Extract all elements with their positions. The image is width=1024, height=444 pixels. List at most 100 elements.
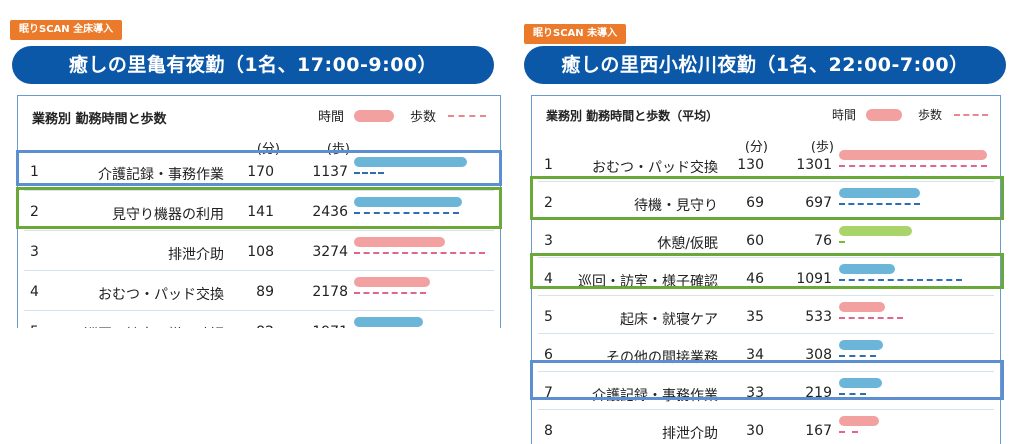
time-bar <box>839 378 882 388</box>
steps-line <box>839 317 903 319</box>
steps-line <box>839 431 858 433</box>
left-table-row-3: 3 排泄介助 108 3274 <box>18 231 500 271</box>
right-legend-time-swatch <box>866 108 903 121</box>
time-bar <box>354 237 445 247</box>
task-label: 排泄介助 <box>662 426 718 442</box>
right-table-row-3: 3 休憩/仮眠 60 76 <box>532 220 1000 260</box>
row-divider <box>24 230 494 231</box>
steps-line <box>354 292 426 294</box>
steps-value: 533 <box>805 309 832 325</box>
left-table-title: 業務別 勤務時間と歩数 <box>32 112 167 127</box>
steps-value: 1137 <box>312 164 348 180</box>
minutes-value: 130 <box>737 157 764 173</box>
task-label: おむつ・パッド交換 <box>98 287 224 303</box>
steps-line <box>354 212 459 214</box>
row-number: 6 <box>544 347 553 363</box>
minutes-value: 60 <box>746 233 764 249</box>
right-legend-steps-label: 歩数 <box>918 108 943 122</box>
left-table-row-1: 1 介護記録・事務作業 170 1137 <box>18 151 500 191</box>
right-table-panel: 業務別 勤務時間と歩数（平均） 時間 歩数 (分) (歩) 1 おむつ・パッド交換… <box>531 95 1001 444</box>
task-label: 見守り機器の利用 <box>112 207 224 223</box>
right-table-row-8: 8 排泄介助 30 167 <box>532 410 1000 444</box>
row-number: 7 <box>544 385 553 401</box>
time-bar <box>839 188 920 198</box>
time-bar <box>354 157 467 167</box>
row-number: 2 <box>30 204 39 220</box>
minutes-value: 46 <box>746 271 764 287</box>
task-label: 排泄介助 <box>168 247 224 263</box>
row-number: 2 <box>544 195 553 211</box>
left-unit-minutes: (分) <box>256 142 280 157</box>
right-unit-steps: (歩) <box>810 140 834 155</box>
minutes-value: 108 <box>247 244 274 260</box>
time-bar <box>839 150 987 160</box>
task-label: 巡回・訪室・様子確認 <box>84 324 224 328</box>
row-number: 4 <box>544 271 553 287</box>
left-legend: 時間 歩数 <box>318 106 487 125</box>
right-table-row-2: 2 待機・見守り 69 697 <box>532 182 1000 222</box>
steps-line <box>839 355 876 357</box>
task-label: おむつ・パッド交換 <box>592 160 718 176</box>
steps-value: 308 <box>805 347 832 363</box>
minutes-value: 35 <box>746 309 764 325</box>
right-highlight-row-7 <box>530 360 1004 400</box>
minutes-value: 30 <box>746 423 764 439</box>
left-title-banner: 癒しの里亀有夜勤（1名、17:00-9:00） <box>12 46 494 84</box>
right-facility-tag: 眠りSCAN 未導入 <box>524 24 627 44</box>
row-divider <box>538 295 994 296</box>
left-legend-time-swatch <box>354 109 395 122</box>
right-table-row-5: 5 起床・就寝ケア 35 533 <box>532 296 1000 336</box>
task-label: 待機・見守り <box>634 198 718 214</box>
row-divider <box>24 190 494 191</box>
left-legend-steps-swatch <box>448 114 487 117</box>
left-highlight-row-1 <box>16 150 502 186</box>
row-number: 3 <box>544 233 553 249</box>
right-legend-steps-swatch <box>954 113 989 116</box>
left-unit-steps: (歩) <box>326 142 350 157</box>
steps-line <box>839 241 845 243</box>
row-number: 1 <box>30 164 39 180</box>
left-highlight-row-2 <box>16 187 502 229</box>
left-legend-steps-label: 歩数 <box>410 110 437 125</box>
steps-line <box>839 203 920 205</box>
steps-line <box>354 172 384 174</box>
steps-value: 1091 <box>796 271 832 287</box>
time-bar <box>354 277 430 287</box>
minutes-value: 69 <box>746 195 764 211</box>
steps-value: 167 <box>805 423 832 439</box>
right-table-title: 業務別 勤務時間と歩数（平均） <box>546 109 719 123</box>
right-title-banner: 癒しの里西小松川夜勤（1名、22:00-7:00） <box>524 46 1006 84</box>
minutes-value: 141 <box>247 204 274 220</box>
row-divider <box>24 310 494 311</box>
row-divider <box>538 257 994 258</box>
row-number: 4 <box>30 284 39 300</box>
row-number: 5 <box>30 324 39 328</box>
steps-value: 2178 <box>312 284 348 300</box>
row-number: 1 <box>544 157 553 173</box>
right-unit-minutes: (分) <box>744 140 768 155</box>
time-bar <box>839 302 885 312</box>
minutes-value: 82 <box>234 324 274 328</box>
left-table-row-2: 2 見守り機器の利用 141 2436 <box>18 191 500 231</box>
steps-line <box>354 252 485 254</box>
right-table-row-7: 7 介護記録・事務作業 33 219 <box>532 372 1000 412</box>
minutes-value: 34 <box>746 347 764 363</box>
right-legend-time-label: 時間 <box>832 108 857 122</box>
left-table-row-4: 4 おむつ・パッド交換 89 2178 <box>18 271 500 311</box>
time-bar <box>839 340 883 350</box>
steps-value: 3274 <box>312 244 348 260</box>
time-bar <box>839 416 879 426</box>
steps-line <box>839 165 987 167</box>
right-table-row-1: 1 おむつ・パッド交換 130 1301 <box>532 144 1000 184</box>
time-bar <box>839 264 895 274</box>
time-bar <box>354 197 462 207</box>
right-highlight-row-4 <box>530 253 1004 289</box>
minutes-value: 170 <box>247 164 274 180</box>
row-number: 5 <box>544 309 553 325</box>
left-table-panel: 業務別 勤務時間と歩数 時間 歩数 (分) (歩) 1 介護記録・事務作業 170 1… <box>17 95 501 328</box>
right-legend: 時間 歩数 <box>832 106 989 123</box>
left-legend-time-label: 時間 <box>318 110 345 125</box>
steps-value: 2436 <box>312 204 348 220</box>
task-label: 介護記録・事務作業 <box>592 388 718 404</box>
row-number: 3 <box>30 244 39 260</box>
